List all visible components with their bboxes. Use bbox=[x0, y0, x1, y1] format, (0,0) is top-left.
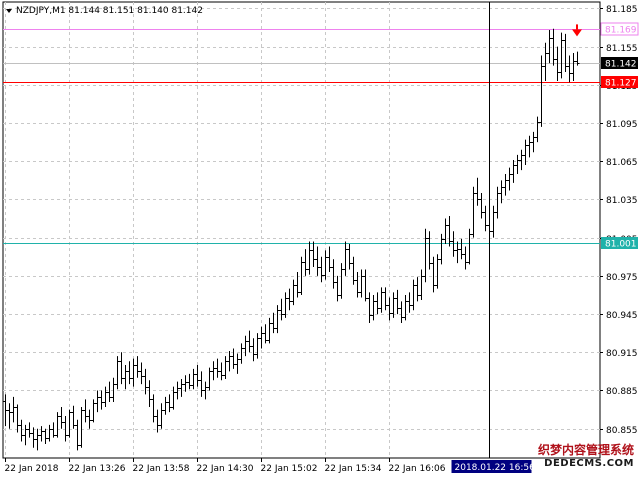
price-label: 81.169 bbox=[605, 26, 637, 36]
price-label: 81.001 bbox=[605, 240, 637, 250]
crosshair-time-box bbox=[451, 460, 532, 473]
collapse-triangle-icon bbox=[6, 9, 12, 13]
watermark: 织梦内容管理系统 DEDECMS.COM bbox=[538, 444, 634, 470]
y-tick-label: 80.945 bbox=[606, 311, 638, 321]
x-tick-label: 22 Jan 2018 bbox=[5, 464, 59, 474]
y-tick-label: 81.095 bbox=[606, 120, 638, 130]
x-tick-label: 22 Jan 13:26 bbox=[69, 464, 126, 474]
symbol-header: NZDJPY,M1 81.144 81.151 81.140 81.142 bbox=[16, 6, 203, 16]
y-tick-label: 81.155 bbox=[606, 44, 638, 54]
y-tick-label: 81.065 bbox=[606, 158, 638, 168]
y-tick-label: 81.035 bbox=[606, 196, 638, 206]
price-label-box bbox=[600, 22, 639, 36]
price-label: 81.127 bbox=[605, 79, 637, 89]
y-tick-label: 80.975 bbox=[606, 273, 638, 283]
x-tick-label: 22 Jan 13:58 bbox=[133, 464, 190, 474]
crosshair-time-label: 2018.01.22 16:56 bbox=[455, 463, 536, 473]
y-tick-label: 80.915 bbox=[606, 349, 638, 359]
watermark-domain: DEDECMS.COM bbox=[544, 458, 634, 469]
y-tick-label: 80.885 bbox=[606, 387, 638, 397]
x-tick-label: 22 Jan 14:30 bbox=[197, 464, 254, 474]
y-tick-label: 81.185 bbox=[606, 5, 638, 15]
price-label-box bbox=[601, 57, 638, 69]
sell-arrow-icon bbox=[572, 29, 582, 37]
watermark-title: 织梦内容管理系统 bbox=[537, 443, 634, 457]
plot-frame bbox=[2, 1, 601, 459]
price-label-box bbox=[601, 76, 638, 88]
x-tick-label: 22 Jan 15:02 bbox=[261, 464, 318, 474]
price-label: 81.142 bbox=[605, 60, 637, 70]
price-label-box bbox=[601, 237, 638, 249]
x-tick-label: 22 Jan 15:34 bbox=[325, 464, 382, 474]
x-tick-label: 22 Jan 16:06 bbox=[389, 464, 446, 474]
y-tick-label: 80.855 bbox=[606, 426, 638, 436]
